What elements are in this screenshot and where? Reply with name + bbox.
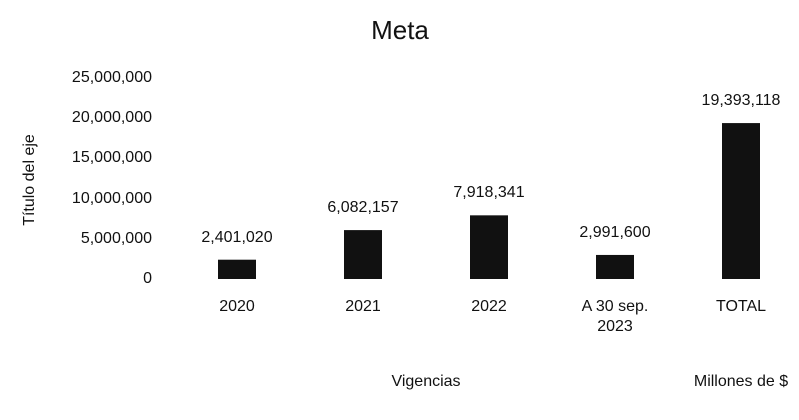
chart-title: Meta	[371, 15, 429, 45]
bar	[596, 254, 634, 279]
y-axis-label: Título del eje	[21, 134, 38, 226]
data-label: 6,082,157	[327, 199, 399, 217]
data-label: 7,918,341	[453, 184, 525, 202]
y-tick-label: 5,000,000	[80, 229, 152, 247]
bar	[344, 230, 382, 279]
y-tick-label: 25,000,000	[71, 69, 152, 86]
x-tick-label: 2020	[219, 298, 255, 315]
data-label: 19,393,118	[701, 92, 781, 110]
x-tick-label: TOTAL	[715, 298, 767, 315]
x-tick-label: 2022	[471, 298, 507, 315]
bar	[470, 215, 508, 279]
y-tick-label: 15,000,000	[71, 149, 152, 167]
data-label: 2,401,020	[201, 228, 273, 246]
x-tick-label: 2021	[345, 298, 381, 315]
x-axis-label: Vigencias	[391, 373, 461, 390]
y-tick-label: 20,000,000	[71, 109, 152, 127]
x-tick-label: A 30 sep. 2023	[581, 298, 649, 335]
bar	[218, 259, 256, 279]
bar	[722, 123, 760, 279]
data-label: 2,991,600	[579, 223, 651, 241]
annotation: Millones de $	[693, 373, 789, 390]
y-tick-label: 0	[143, 270, 152, 287]
y-tick-label: 10,000,000	[71, 189, 152, 207]
